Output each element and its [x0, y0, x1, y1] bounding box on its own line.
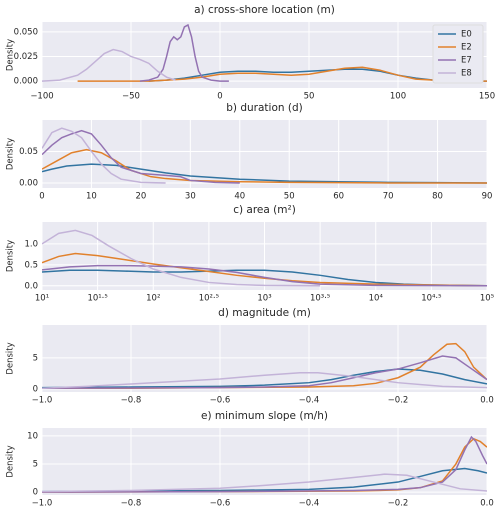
x-tick-label: 10 — [86, 192, 97, 202]
x-tick-label: −0.4 — [299, 499, 320, 509]
x-tick-label: −0.2 — [388, 499, 409, 509]
x-tick-label: −0.8 — [121, 396, 142, 406]
density-line — [42, 372, 487, 390]
y-axis-label: Density — [6, 342, 16, 374]
x-tick-label: −50 — [122, 92, 140, 102]
x-tick-label: 0 — [39, 192, 44, 202]
density-line — [42, 467, 487, 493]
y-tick-label: 5 — [33, 353, 38, 363]
y-tick-label: 10 — [27, 431, 38, 441]
x-tick-label: 150 — [479, 92, 495, 102]
x-tick-label: −0.6 — [210, 499, 231, 509]
plot-area — [42, 428, 487, 495]
legend-box — [432, 24, 484, 84]
x-tick-label: 30 — [185, 192, 196, 202]
x-tick-label: −100 — [30, 92, 53, 102]
x-tick-label: −0.2 — [388, 396, 409, 406]
y-tick-label: 0.0 — [24, 281, 38, 291]
density-line — [42, 127, 166, 184]
density-line — [42, 264, 487, 287]
x-tick-label: −0.6 — [210, 396, 231, 406]
y-tick-label: 0 — [33, 488, 38, 498]
chart-title: a) cross-shore location (m) — [194, 4, 335, 16]
y-tick-label: 0.025 — [14, 52, 38, 62]
y-tick-label: 0.00 — [19, 178, 38, 188]
plot-area — [42, 325, 487, 392]
x-tick-label: 50 — [284, 192, 295, 202]
chart-title: d) magnitude (m) — [218, 307, 311, 319]
legend-label: E2 — [461, 43, 472, 53]
y-axis-label: Density — [6, 39, 16, 71]
y-tick-label: 0 — [33, 384, 38, 394]
x-tick-label: 10³ — [257, 294, 271, 304]
x-tick-label: 0.0 — [480, 396, 494, 406]
x-tick-label: 10⁴ — [369, 294, 384, 304]
x-tick-label: 0.0 — [480, 499, 494, 509]
x-tick-label: 10¹ — [35, 294, 49, 304]
x-tick-label: 10⁴·⁵ — [421, 294, 441, 304]
x-tick-label: 20 — [135, 192, 146, 202]
y-tick-label: 0.050 — [14, 27, 38, 37]
density-line — [42, 148, 487, 184]
chart-title: c) area (m²) — [233, 204, 296, 216]
density-line — [42, 48, 176, 82]
y-tick-label: 5 — [33, 460, 38, 470]
y-tick-label: 0.05 — [19, 147, 38, 157]
x-tick-label: 100 — [390, 92, 406, 102]
x-tick-label: 10⁵ — [480, 294, 494, 304]
chart-title: e) minimum slope (m/h) — [201, 410, 328, 422]
x-tick-label: 60 — [333, 192, 344, 202]
density-line — [42, 435, 487, 493]
x-tick-label: 10² — [146, 294, 160, 304]
x-tick-label: 50 — [304, 92, 315, 102]
x-tick-label: 10³·⁵ — [310, 294, 330, 304]
density-line — [42, 473, 487, 493]
y-tick-label: 0.000 — [14, 77, 38, 87]
legend-label: E0 — [461, 30, 472, 40]
density-line — [42, 368, 487, 389]
y-tick-label: 1.0 — [24, 239, 38, 249]
y-axis-label: Density — [6, 138, 16, 170]
x-tick-label: −1.0 — [32, 499, 53, 509]
x-tick-label: 0 — [217, 92, 222, 102]
x-tick-label: 10²·⁵ — [199, 294, 219, 304]
y-tick-label: 0.5 — [24, 260, 38, 270]
x-tick-label: 40 — [234, 192, 245, 202]
density-line — [139, 23, 229, 82]
x-tick-label: 10¹·⁵ — [87, 294, 107, 304]
legend-label: E7 — [461, 56, 472, 66]
y-axis-label: Density — [6, 445, 16, 477]
x-tick-label: 90 — [482, 192, 493, 202]
chart-title: b) duration (d) — [226, 102, 302, 114]
x-tick-label: 70 — [383, 192, 394, 202]
density-line — [42, 129, 240, 184]
x-tick-label: −1.0 — [32, 396, 53, 406]
x-tick-label: −0.4 — [299, 396, 320, 406]
legend-label: E8 — [461, 69, 472, 79]
density-line — [42, 229, 321, 287]
x-tick-label: −0.8 — [121, 499, 142, 509]
density-line — [42, 252, 487, 287]
y-axis-label: Density — [6, 240, 16, 272]
x-tick-label: 80 — [432, 192, 443, 202]
density-line — [42, 355, 487, 390]
density-line — [42, 269, 487, 287]
